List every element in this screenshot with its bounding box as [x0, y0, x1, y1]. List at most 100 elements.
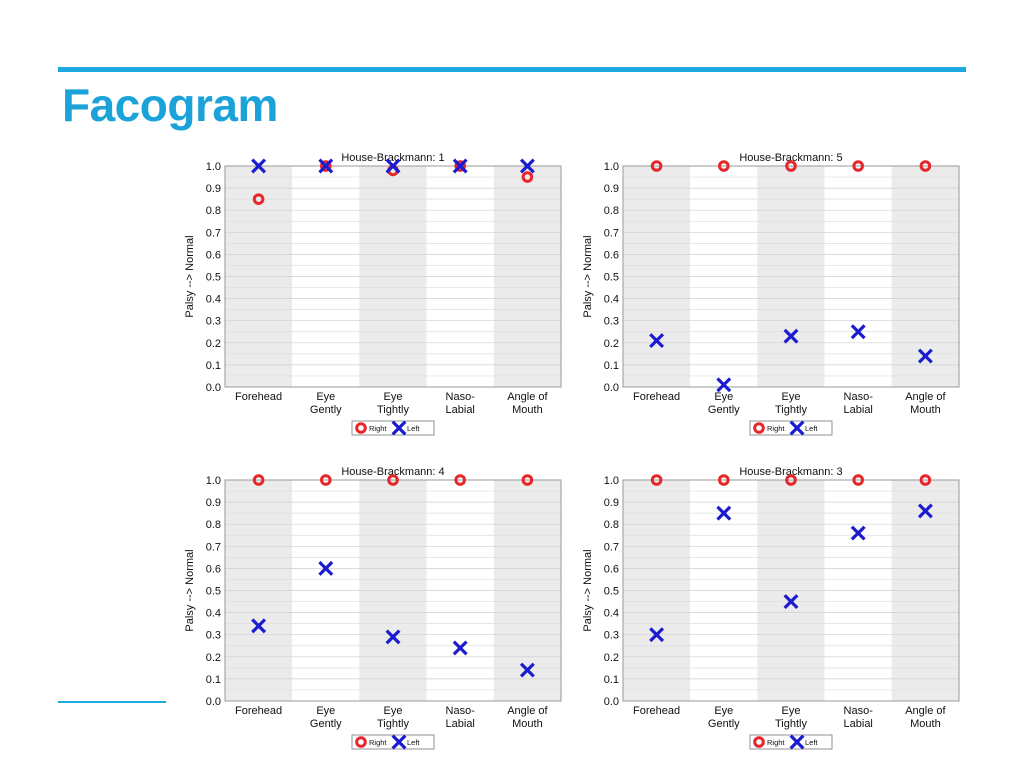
x-tick-label: Eye [316, 391, 335, 403]
point-right [521, 171, 534, 183]
y-tick-label: 1.0 [206, 161, 221, 173]
legend-label-left: Left [407, 424, 420, 433]
point-left [385, 158, 401, 174]
title-rule [58, 67, 966, 72]
x-tick-label: Naso- [446, 391, 476, 403]
x-tick-label: Mouth [910, 718, 941, 730]
x-tick-label: Angle of [905, 705, 946, 717]
x-tick-label: Labial [446, 718, 475, 730]
x-tick-label: Gently [310, 718, 342, 730]
y-tick-label: 1.0 [604, 475, 619, 487]
x-tick-label: Naso- [446, 705, 476, 717]
x-tick-label: Eye [782, 705, 801, 717]
y-tick-label: 0.4 [604, 294, 619, 306]
y-tick-label: 0.1 [604, 360, 619, 372]
legend-label-right: Right [369, 424, 387, 433]
y-tick-label: 0.2 [604, 338, 619, 350]
y-tick-label: 0.4 [206, 608, 221, 620]
point-left [452, 158, 468, 174]
plot-frame [622, 165, 960, 388]
legend: Right Left [749, 734, 833, 750]
legend-label-left: Left [805, 738, 818, 747]
point-right [852, 474, 865, 486]
point-left [251, 158, 267, 174]
y-tick-label: 0.9 [604, 497, 619, 509]
y-tick-label: 0.7 [604, 227, 619, 239]
point-left [318, 158, 334, 174]
chart-title: House-Brackmann: 5 [739, 152, 842, 164]
y-tick-label: 1.0 [206, 475, 221, 487]
point-right [919, 474, 932, 486]
slide-title: Facogram [62, 79, 278, 131]
plot-frame [224, 479, 562, 702]
x-tick-label: Mouth [910, 404, 941, 416]
point-left [251, 618, 267, 634]
chart-title: House-Brackmann: 4 [341, 466, 444, 478]
point-left [318, 560, 334, 576]
legend-marker-right [753, 422, 765, 434]
legend-label-right: Right [369, 738, 387, 747]
legend-marker-left [789, 420, 805, 436]
point-right [320, 160, 332, 172]
point-left [649, 627, 665, 643]
point-left [716, 505, 732, 521]
point-right [718, 160, 730, 172]
x-tick-label: Angle of [905, 391, 946, 403]
legend-marker-right [355, 422, 367, 434]
legend: Right Left [351, 420, 435, 436]
y-tick-label: 0.2 [604, 652, 619, 664]
x-tick-label: Forehead [633, 391, 680, 403]
y-tick-label: 1.0 [604, 161, 619, 173]
y-tick-label: 0.7 [206, 541, 221, 553]
y-tick-label: 0.9 [206, 183, 221, 195]
legend-box [749, 734, 833, 750]
legend-label-right: Right [767, 738, 785, 747]
footer-rule [58, 701, 166, 703]
y-tick-label: 0.5 [206, 272, 221, 284]
y-axis-label: Palsy --> Normal [184, 549, 196, 631]
point-left [385, 629, 401, 645]
y-axis-label: Palsy --> Normal [582, 235, 594, 317]
point-right [521, 474, 534, 486]
x-tick-label: Naso- [844, 705, 874, 717]
y-tick-label: 0.8 [604, 519, 619, 531]
y-tick-label: 0.8 [206, 519, 221, 531]
x-tick-label: Forehead [235, 391, 282, 403]
legend-box [749, 420, 833, 436]
x-tick-label: Gently [708, 718, 740, 730]
point-left [519, 158, 535, 174]
x-tick-label: Tightly [775, 404, 807, 416]
x-tick-label: Mouth [512, 718, 543, 730]
y-tick-label: 0.0 [604, 696, 619, 708]
facogram-chart-hb1: House-Brackmann: 1 Palsy --> Normal 0.0 0.1… [184, 152, 562, 436]
x-tick-label: Eye [384, 705, 403, 717]
y-tick-label: 0.9 [206, 497, 221, 509]
y-tick-label: 0.8 [604, 205, 619, 217]
point-right [650, 474, 663, 486]
x-tick-label: Angle of [507, 705, 548, 717]
x-tick-label: Gently [708, 404, 740, 416]
y-tick-label: 0.6 [206, 563, 221, 575]
y-tick-label: 0.1 [206, 674, 221, 686]
point-left [783, 328, 799, 344]
x-tick-label: Eye [316, 705, 335, 717]
point-right [320, 474, 332, 486]
y-tick-label: 0.6 [206, 249, 221, 261]
point-left [649, 333, 665, 349]
y-tick-label: 0.4 [604, 608, 619, 620]
y-tick-label: 0.9 [604, 183, 619, 195]
x-tick-label: Eye [714, 391, 733, 403]
legend: Right Left [749, 420, 833, 436]
x-tick-label: Eye [384, 391, 403, 403]
y-tick-label: 0.3 [604, 630, 619, 642]
point-left [783, 594, 799, 610]
x-tick-label: Labial [446, 404, 475, 416]
legend-label-left: Left [407, 738, 420, 747]
y-tick-label: 0.0 [604, 382, 619, 394]
plot-frame [622, 479, 960, 702]
y-tick-label: 0.2 [206, 652, 221, 664]
x-tick-label: Mouth [512, 404, 543, 416]
y-tick-label: 0.0 [206, 696, 221, 708]
x-tick-label: Eye [714, 705, 733, 717]
y-tick-label: 0.2 [206, 338, 221, 350]
